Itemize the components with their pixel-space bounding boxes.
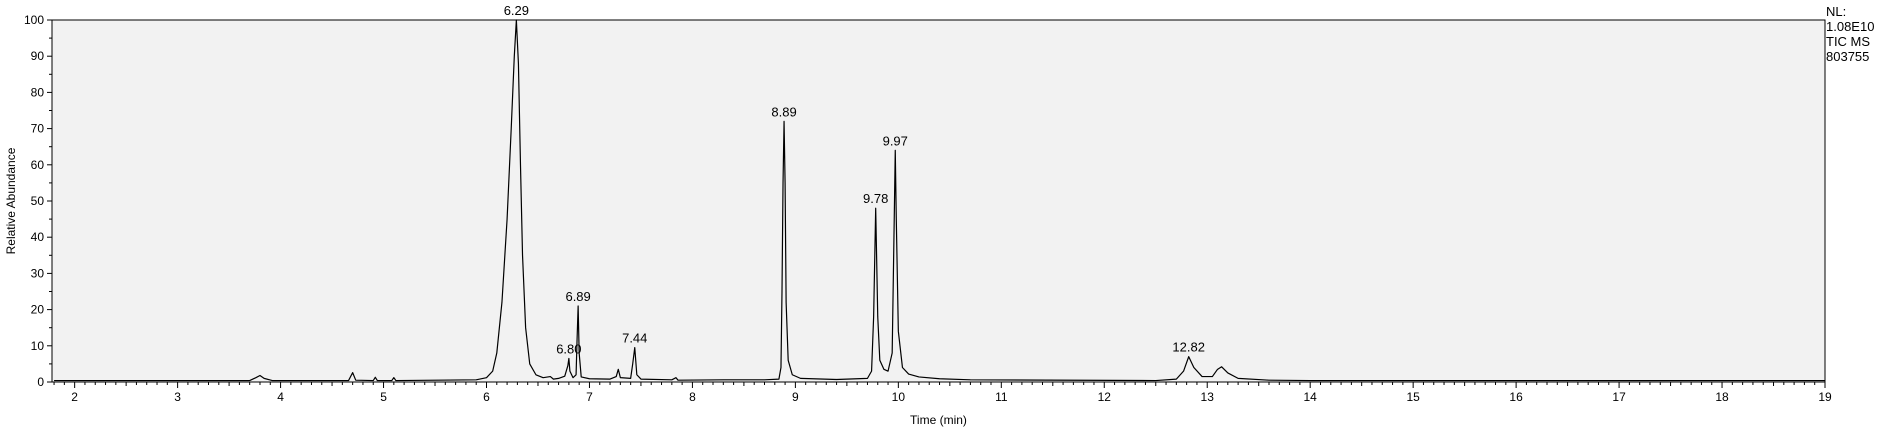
y-tick-label: 40 [31, 230, 45, 244]
y-tick-label: 100 [24, 13, 44, 27]
scan-id: 803755 [1826, 49, 1870, 64]
x-tick-label: 16 [1509, 390, 1523, 404]
x-tick-label: 4 [277, 390, 284, 404]
x-tick-label: 8 [689, 390, 696, 404]
peak-label: 9.97 [883, 133, 908, 148]
x-tick-label: 17 [1612, 390, 1626, 404]
peak-label: 6.89 [565, 289, 590, 304]
x-tick-label: 6 [483, 390, 490, 404]
x-tick-label: 9 [792, 390, 799, 404]
y-tick-label: 60 [31, 158, 45, 172]
y-tick-label: 20 [31, 303, 45, 317]
x-axis: 2 3 4 5 6 7 8 9 10 11 12 13 14 15 16 17 18 19 [53, 382, 1832, 404]
x-tick-label: 10 [892, 390, 906, 404]
y-axis-title: Relative Abundance [4, 147, 18, 254]
x-tick-label: 12 [1098, 390, 1112, 404]
x-tick-label: 11 [995, 390, 1008, 404]
nl-value: 1.08E10 [1826, 19, 1875, 34]
x-tick-label: 2 [71, 390, 78, 404]
x-tick-label: 7 [586, 390, 593, 404]
y-tick-label: 30 [31, 266, 45, 280]
peak-label: 12.82 [1172, 340, 1205, 355]
peak-label: 7.44 [622, 331, 647, 346]
peak-label: 9.78 [863, 191, 888, 206]
x-tick-label: 5 [380, 390, 387, 404]
x-tick-label: 14 [1304, 390, 1318, 404]
y-tick-label: 0 [37, 375, 44, 389]
peak-label: 8.89 [771, 104, 796, 119]
trace-type: TIC MS [1826, 34, 1871, 49]
y-tick-label: 70 [31, 122, 45, 136]
peak-label: 6.29 [504, 3, 529, 18]
nl-label: NL: [1826, 4, 1847, 19]
peak-label: 6.80 [556, 341, 581, 356]
y-tick-label: 50 [31, 194, 45, 208]
y-tick-label: 10 [31, 339, 45, 353]
y-axis: 0 10 20 30 40 50 60 70 80 90 100 [24, 13, 52, 389]
x-axis-title: Time (min) [910, 413, 967, 427]
x-tick-label: 3 [174, 390, 181, 404]
y-tick-label: 80 [31, 85, 45, 99]
series-layer [54, 19, 1825, 382]
x-tick-label: 18 [1715, 390, 1729, 404]
plot-area [51, 19, 1826, 383]
info-panel: NL: 1.08E10 TIC MS 803755 [1826, 4, 1874, 64]
peak-labels: 6.29 6.80 6.89 7.44 8.89 9.78 9.97 12.82 [504, 3, 1205, 356]
x-tick-label: 15 [1406, 390, 1420, 404]
series-line [54, 19, 1825, 382]
x-tick-label: 13 [1201, 390, 1215, 404]
y-tick-label: 90 [31, 49, 45, 63]
x-tick-label: 19 [1818, 390, 1832, 404]
